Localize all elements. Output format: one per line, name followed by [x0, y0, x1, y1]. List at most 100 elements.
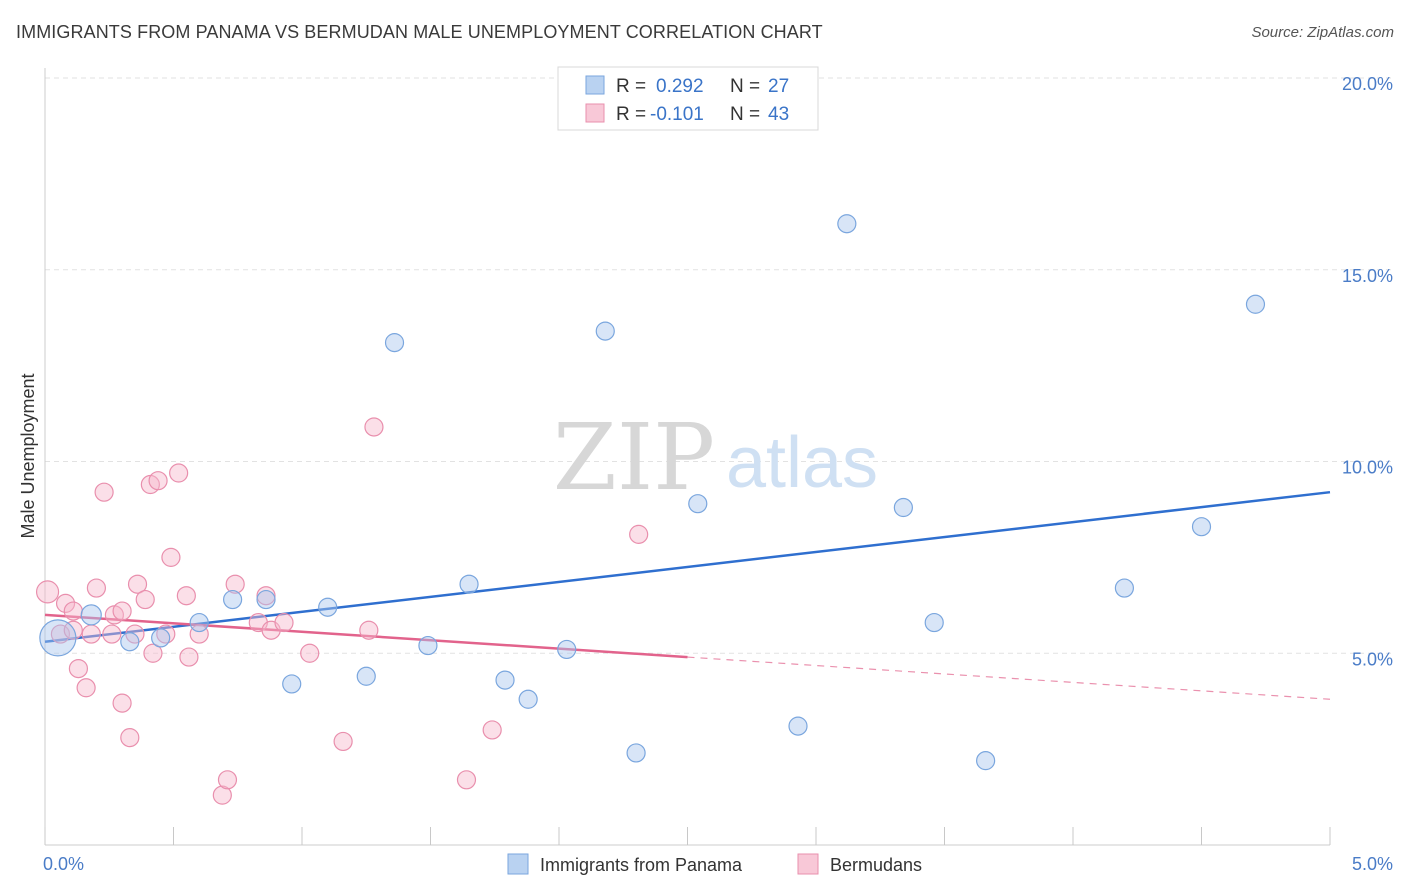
point-panama-5 — [223, 589, 243, 610]
series-legend-label-panama: Immigrants from Panama — [540, 855, 743, 875]
point-panama-17 — [626, 743, 646, 763]
series-legend-swatch-bermudans — [797, 853, 819, 875]
point-bermudans-24 — [176, 586, 196, 606]
point-bermudans-7 — [81, 624, 101, 644]
point-bermudans-23 — [169, 463, 189, 483]
y-tick-label-15: 15.0% — [1342, 266, 1393, 286]
legend-r-label-1: R = — [616, 76, 646, 97]
point-panama-20 — [837, 214, 857, 234]
legend-n-label-2: N = — [730, 104, 760, 125]
legend-n-label-1: N = — [730, 76, 760, 97]
point-bermudans-6 — [76, 678, 96, 698]
y-tick-label-5: 5.0% — [1352, 649, 1393, 669]
point-panama-25 — [1191, 517, 1212, 537]
point-panama-18 — [688, 494, 708, 514]
point-bermudans-35 — [333, 731, 353, 752]
point-panama-26 — [1245, 294, 1266, 314]
x-tick-label-0: 0.0% — [43, 854, 84, 874]
point-panama-8 — [318, 597, 338, 617]
legend-r-label-2: R = — [616, 104, 646, 125]
y-axis-label: Male Unemployment — [18, 373, 38, 538]
point-bermudans-8 — [86, 578, 107, 598]
point-bermudans-19 — [143, 643, 163, 663]
point-bermudans-13 — [112, 601, 132, 621]
point-bermudans-37 — [364, 417, 384, 437]
point-panama-24 — [1114, 578, 1135, 598]
point-panama-1 — [80, 604, 102, 626]
point-bermudans-1 — [50, 624, 71, 644]
stats-legend: R = 0.292 N = 27 R = -0.101 N = 43 — [557, 66, 819, 131]
point-bermudans-40 — [629, 524, 649, 544]
point-panama-12 — [459, 574, 479, 594]
trendline-0 — [44, 490, 1331, 643]
point-panama-21 — [893, 497, 913, 518]
data-points — [35, 214, 1266, 805]
point-bermudans-10 — [102, 624, 122, 644]
point-bermudans-26 — [189, 624, 209, 644]
legend-swatch-panama — [585, 75, 605, 95]
point-bermudans-39 — [482, 720, 502, 740]
point-bermudans-0 — [35, 580, 60, 604]
point-bermudans-5 — [68, 658, 89, 679]
series-legend-label-bermudans: Bermudans — [830, 855, 922, 875]
point-bermudans-3 — [63, 620, 83, 640]
legend-r-value-1: 0.292 — [656, 76, 704, 97]
point-panama-0 — [39, 619, 77, 657]
point-panama-6 — [256, 589, 276, 610]
watermark-atlas: atlas — [726, 423, 878, 503]
point-panama-3 — [151, 628, 171, 648]
point-panama-10 — [384, 333, 405, 353]
point-panama-14 — [518, 689, 538, 709]
point-panama-16 — [595, 321, 615, 341]
series-legend-swatch-panama — [507, 853, 529, 875]
watermark-zip: ZIP — [553, 404, 715, 511]
source-credit: Source: ZipAtlas.com — [1251, 24, 1394, 41]
point-bermudans-29 — [225, 574, 245, 594]
point-panama-4 — [189, 612, 209, 633]
point-bermudans-20 — [148, 471, 168, 491]
watermark: ZIP atlas — [553, 404, 878, 511]
point-panama-11 — [418, 635, 438, 656]
point-panama-23 — [976, 751, 996, 771]
point-bermudans-14 — [120, 728, 140, 748]
point-bermudans-4 — [63, 601, 83, 621]
point-bermudans-28 — [217, 770, 238, 790]
point-panama-9 — [356, 666, 376, 686]
y-tick-labels: 5.0% 10.0% 15.0% 20.0% — [1342, 74, 1393, 669]
legend-n-value-2: 43 — [768, 104, 789, 125]
x-tick-label-1: 5.0% — [1352, 854, 1393, 874]
point-panama-22 — [924, 612, 944, 633]
y-tick-label-10: 10.0% — [1342, 458, 1393, 478]
legend-n-value-1: 27 — [768, 76, 789, 97]
axes — [44, 68, 1331, 846]
point-bermudans-17 — [135, 589, 155, 610]
point-bermudans-25 — [179, 647, 199, 667]
chart-title: IMMIGRANTS FROM PANAMA VS BERMUDAN MALE … — [16, 22, 823, 42]
x-tick-labels: 0.0% 5.0% — [43, 854, 1393, 874]
trendline-1-solid — [44, 613, 688, 659]
point-bermudans-22 — [161, 547, 181, 567]
legend-r-value-2: -0.101 — [650, 104, 704, 125]
gridlines — [45, 77, 1392, 654]
series-legend: Immigrants from Panama Bermudans — [507, 853, 922, 875]
point-bermudans-12 — [112, 693, 132, 713]
point-bermudans-36 — [359, 620, 379, 640]
legend-swatch-bermudans — [585, 103, 605, 123]
y-tick-label-20: 20.0% — [1342, 74, 1393, 94]
point-bermudans-16 — [127, 574, 148, 594]
point-bermudans-27 — [212, 785, 232, 805]
point-bermudans-38 — [456, 770, 477, 790]
point-panama-19 — [788, 716, 808, 736]
point-panama-13 — [495, 670, 515, 690]
point-bermudans-2 — [55, 593, 76, 613]
point-bermudans-9 — [94, 482, 114, 502]
trendline-1-dashed — [687, 656, 1331, 700]
point-panama-7 — [282, 674, 302, 694]
point-bermudans-33 — [274, 612, 294, 633]
point-bermudans-34 — [300, 643, 320, 663]
trendlines — [44, 490, 1331, 700]
point-panama-2 — [120, 632, 140, 652]
point-bermudans-21 — [156, 624, 176, 644]
point-panama-15 — [557, 639, 577, 660]
